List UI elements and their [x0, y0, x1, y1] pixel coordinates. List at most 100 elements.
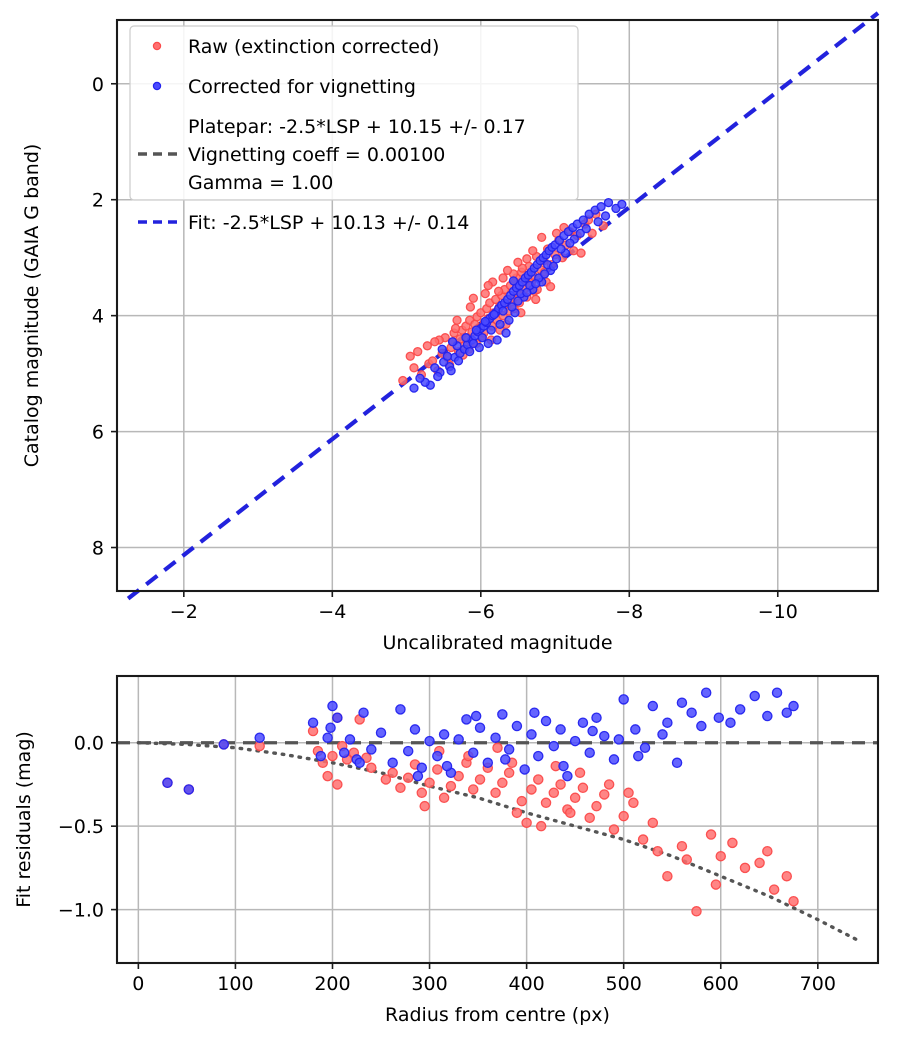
legend-item[interactable]: Vignetting coeff = 0.00100	[138, 144, 445, 166]
data-point	[461, 333, 471, 343]
data-point	[450, 323, 461, 334]
data-point	[710, 879, 722, 890]
y-tick-label: 6	[92, 422, 104, 444]
data-point	[788, 896, 799, 907]
data-point	[513, 296, 523, 306]
legend-item[interactable]: Corrected for vignetting	[152, 76, 416, 98]
data-point	[591, 800, 602, 812]
data-point	[516, 795, 528, 807]
data-point	[533, 750, 544, 762]
data-point	[430, 363, 440, 373]
data-point	[603, 197, 614, 208]
data-point	[497, 777, 508, 789]
x-tick-label: 0	[132, 973, 144, 995]
data-point	[628, 797, 639, 809]
data-point	[442, 351, 453, 361]
data-point	[599, 730, 610, 742]
data-point	[358, 707, 369, 718]
data-point	[676, 840, 688, 852]
data-point	[662, 870, 673, 882]
data-point	[438, 729, 450, 740]
legend-item[interactable]: Platepar: -2.5*LSP + 10.15 +/- 0.17	[188, 116, 526, 138]
data-point	[416, 787, 428, 799]
data-point	[587, 228, 597, 238]
legend-item[interactable]: Gamma = 1.00	[188, 172, 333, 194]
data-point	[617, 199, 627, 209]
data-point	[490, 787, 501, 799]
data-point	[503, 744, 515, 755]
data-point	[327, 700, 338, 712]
data-point	[405, 351, 415, 361]
data-point	[183, 784, 195, 795]
data-point	[584, 747, 595, 759]
data-point	[647, 817, 659, 829]
magnitude-calibration-tick-marks: −2 −4 −6 −8 −10 0 2 4 6 8	[92, 74, 798, 623]
data-point	[502, 265, 513, 276]
fit-residuals-ylabel: Fit residuals (mag)	[13, 731, 35, 908]
data-point	[531, 294, 541, 305]
data-point	[587, 725, 598, 737]
fit-residuals-axes: 0 100 200 300 400 500 600 700 0.0 −0.5 −1.0 Radius …	[13, 674, 880, 1026]
data-point	[387, 767, 398, 779]
data-point	[465, 302, 476, 312]
data-point	[762, 845, 773, 857]
data-point	[613, 734, 625, 745]
data-point	[315, 750, 327, 762]
legend-label: Corrected for vignetting	[188, 76, 416, 98]
data-point	[584, 812, 595, 824]
legend-item[interactable]: Fit: -2.5*LSP + 10.13 +/- 0.14	[138, 212, 469, 234]
data-point	[734, 704, 746, 715]
data-point	[327, 750, 338, 762]
fit-line	[126, 11, 880, 601]
data-point	[548, 740, 560, 752]
data-point	[569, 792, 581, 804]
magnitude-calibration-ylabel: Catalog magnitude (GAIA G band)	[21, 144, 43, 468]
data-point	[529, 707, 540, 718]
data-point	[618, 694, 629, 705]
data-point	[576, 248, 586, 258]
data-point	[470, 710, 482, 722]
data-point	[577, 717, 589, 728]
data-point	[647, 700, 659, 712]
data-point	[338, 747, 350, 759]
data-point	[387, 757, 398, 769]
data-point	[437, 344, 447, 354]
legend-label: Platepar: -2.5*LSP + 10.15 +/- 0.17	[188, 116, 526, 138]
legend-marker-dot	[152, 81, 162, 91]
data-point	[754, 857, 765, 869]
data-point	[480, 316, 490, 327]
data-point	[366, 762, 377, 774]
data-point	[768, 884, 780, 895]
data-point	[788, 700, 799, 712]
data-point	[705, 829, 717, 840]
data-point	[492, 335, 502, 345]
data-point	[600, 211, 611, 221]
x-tick-label: 100	[217, 973, 253, 995]
y-tick-label: 4	[92, 306, 104, 328]
data-point	[691, 906, 702, 917]
data-point	[495, 319, 505, 329]
data-point	[332, 712, 343, 723]
data-point	[424, 735, 435, 747]
data-point	[555, 724, 566, 735]
data-point	[483, 280, 493, 291]
data-point	[402, 745, 414, 757]
legend: Raw (extinction corrected) Corrected for …	[129, 25, 579, 234]
x-tick-label: −4	[318, 601, 346, 623]
data-point	[467, 784, 479, 795]
legend-item[interactable]: Raw (extinction corrected)	[152, 36, 439, 58]
data-point	[409, 724, 421, 735]
data-point	[522, 287, 532, 298]
data-point	[433, 371, 443, 382]
data-point	[715, 850, 727, 862]
data-point	[535, 820, 547, 832]
data-point	[652, 845, 663, 857]
data-point	[662, 717, 673, 728]
data-point	[558, 760, 569, 772]
data-point	[618, 810, 629, 822]
data-point	[490, 732, 501, 743]
data-point	[468, 338, 479, 349]
data-point	[551, 254, 562, 264]
x-tick-label: −10	[758, 601, 798, 623]
data-point	[599, 789, 610, 800]
